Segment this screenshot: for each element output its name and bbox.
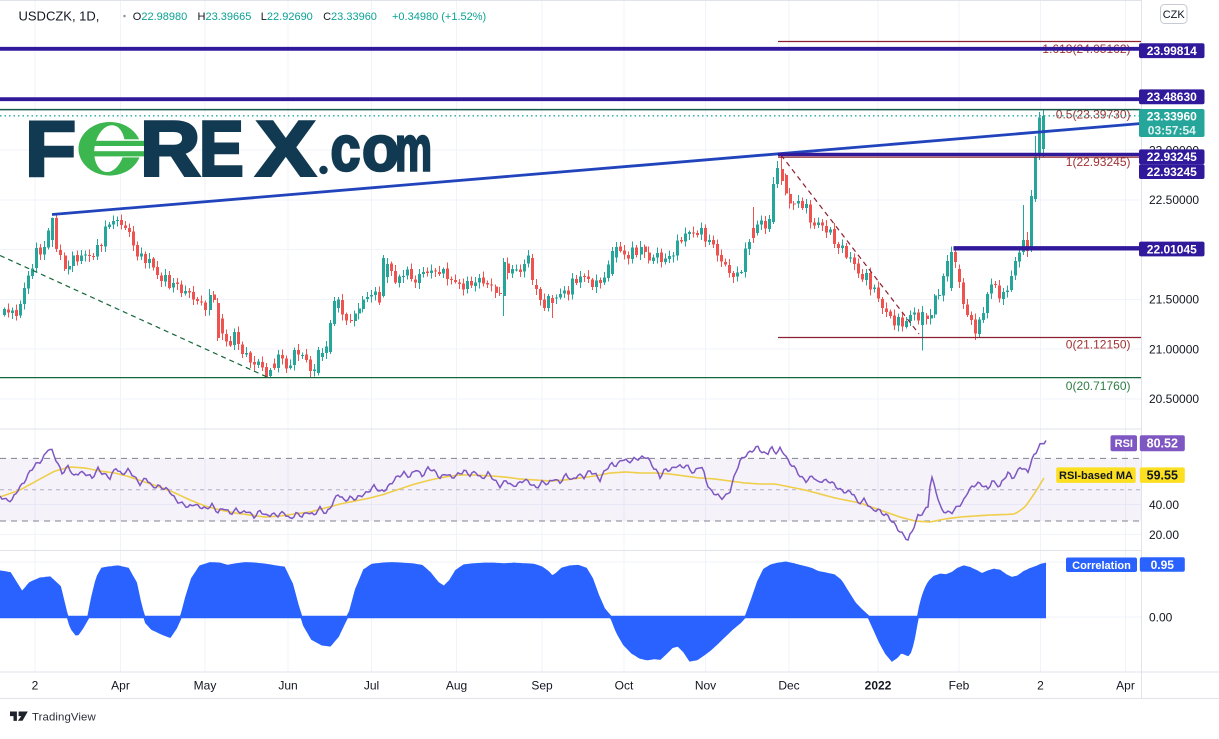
svg-text:Aug: Aug	[446, 679, 467, 693]
svg-text:Jul: Jul	[364, 679, 379, 693]
svg-text:0(20.71760): 0(20.71760)	[1066, 379, 1131, 393]
svg-text:22.93245: 22.93245	[1147, 165, 1197, 179]
svg-text:22.50000: 22.50000	[1149, 193, 1199, 207]
svg-text:1(22.93245): 1(22.93245)	[1066, 155, 1131, 169]
svg-text:USDCZK, 1D,: USDCZK, 1D,	[19, 9, 100, 24]
svg-text:21.00000: 21.00000	[1149, 342, 1199, 356]
svg-text:m: m	[395, 114, 432, 185]
svg-text:80.52: 80.52	[1147, 437, 1178, 451]
svg-text:c: c	[331, 112, 361, 185]
svg-text:0.00: 0.00	[1149, 610, 1173, 624]
svg-text:23.33960: 23.33960	[1147, 109, 1197, 123]
svg-text:CZK: CZK	[1163, 9, 1186, 21]
svg-text:22.01045: 22.01045	[1147, 242, 1197, 256]
svg-text:0.95: 0.95	[1151, 558, 1175, 572]
svg-text:Apr: Apr	[111, 679, 130, 693]
svg-text:Dec: Dec	[778, 679, 799, 693]
svg-text:23.99814: 23.99814	[1147, 44, 1197, 58]
svg-text:40.00: 40.00	[1149, 498, 1179, 512]
svg-text:o: o	[362, 113, 399, 185]
svg-text:59.55: 59.55	[1147, 469, 1178, 483]
svg-text:RSI-based MA: RSI-based MA	[1059, 470, 1133, 482]
svg-text:TradingView: TradingView	[32, 711, 96, 723]
svg-text:0.5(23.39730): 0.5(23.39730)	[1056, 108, 1131, 122]
svg-text:21.50000: 21.50000	[1149, 293, 1199, 307]
svg-text:22.93245: 22.93245	[1147, 150, 1197, 164]
svg-text:2: 2	[32, 679, 39, 693]
svg-text:0(21.12150): 0(21.12150)	[1066, 338, 1131, 352]
svg-text:20.50000: 20.50000	[1149, 392, 1199, 406]
svg-text:Sep: Sep	[531, 679, 553, 693]
svg-text:03:57:54: 03:57:54	[1148, 123, 1196, 137]
svg-text:RSI: RSI	[1115, 438, 1133, 450]
svg-text:20.00: 20.00	[1149, 528, 1179, 542]
svg-text:E: E	[199, 106, 244, 193]
svg-text:Jun: Jun	[278, 679, 297, 693]
svg-text:Oct: Oct	[615, 679, 634, 693]
svg-text:Feb: Feb	[949, 679, 970, 693]
svg-text:X: X	[256, 105, 315, 192]
svg-text:2: 2	[1037, 679, 1044, 693]
svg-text:F: F	[25, 106, 76, 192]
svg-text:Correlation: Correlation	[1072, 560, 1131, 572]
svg-text:R: R	[140, 106, 200, 192]
svg-text:2022: 2022	[865, 679, 892, 693]
svg-text:23.48630: 23.48630	[1147, 90, 1197, 104]
svg-text:Apr: Apr	[1116, 679, 1135, 693]
svg-text:Nov: Nov	[695, 679, 716, 693]
svg-text:May: May	[194, 679, 217, 693]
